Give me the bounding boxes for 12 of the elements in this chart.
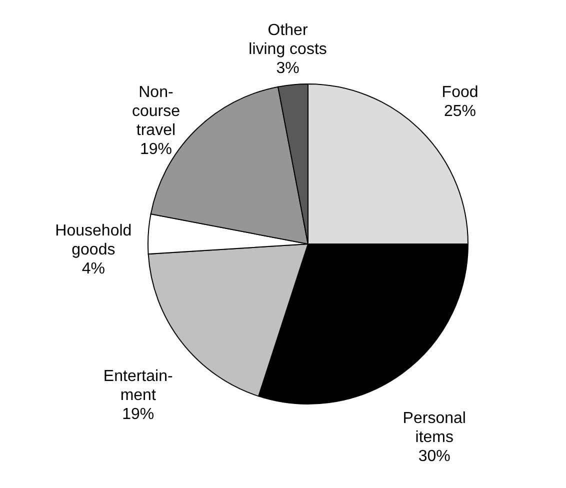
slice-label: Household goods [55,222,132,258]
slice-label: Entertain- ment [103,368,173,404]
slice-label: Personal items [402,410,466,446]
data-label: 19% [122,406,154,423]
data-label: 3% [276,60,300,77]
slice-label: Non- course travel [132,84,180,139]
data-label: 19% [140,140,172,158]
data-label: 25% [444,102,476,120]
data-label: 30% [418,448,450,465]
slice-label: Other living costs [248,22,327,58]
slice-label: Food [442,84,478,101]
data-label: 4% [82,260,105,278]
